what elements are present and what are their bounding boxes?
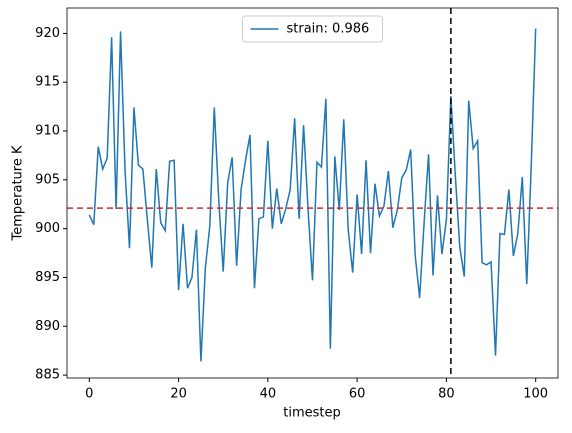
y-tick-label: 920 [35,26,60,41]
x-tick-label: 60 [349,387,366,402]
plot-frame [66,7,559,379]
data-line [88,28,537,362]
y-tick-label: 895 [35,270,60,285]
x-tick-label: 80 [438,387,455,402]
legend-box [242,15,383,43]
y-tick-label: 885 [35,368,60,383]
x-axis-label: timestep [283,406,341,421]
y-tick-label: 915 [35,75,60,90]
x-tick-label: 20 [170,387,187,402]
x-tick-label: 40 [260,387,277,402]
legend-label: strain: 0.986 [287,22,370,37]
y-tick-label: 905 [35,172,60,187]
y-tick-label: 910 [35,124,60,139]
y-axis-label: Temperature K [11,145,26,241]
y-tick-label: 890 [35,319,60,334]
y-tick-label: 900 [35,221,60,236]
x-tick-label: 100 [523,387,548,402]
x-tick-label: 0 [85,387,93,402]
